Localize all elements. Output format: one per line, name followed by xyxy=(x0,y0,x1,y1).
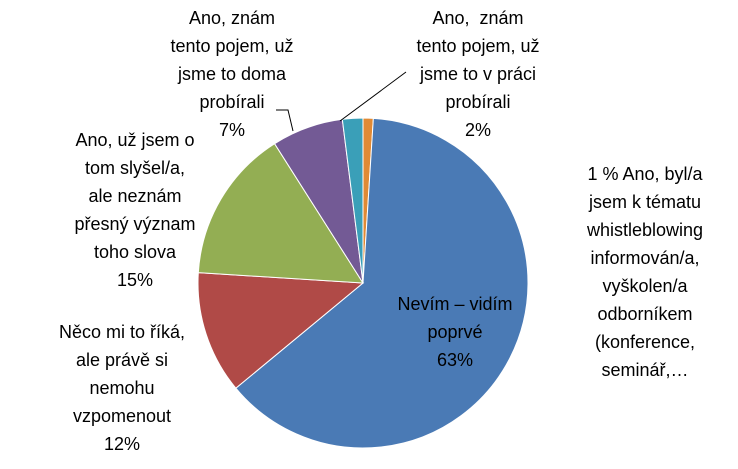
category-label: Ano, znám tento pojem, už jsme to doma p… xyxy=(170,8,294,112)
slice-label: Něco mi to říká, ale právě si nemohu vzp… xyxy=(59,318,185,458)
value-label: 7% xyxy=(218,120,246,140)
value-label: 2% xyxy=(464,120,492,140)
value-label: 12% xyxy=(103,434,141,454)
slice-label: 1 % Ano, byl/a jsem k tématu whistleblow… xyxy=(587,160,703,384)
pie-slice xyxy=(197,142,364,284)
category-label: Nevím – vidím poprvé xyxy=(397,294,513,342)
value-label: 15% xyxy=(116,270,154,290)
category-label: Ano, znám tento pojem, už jsme to v prác… xyxy=(416,8,540,112)
slice-label: Ano, znám tento pojem, už jsme to v prác… xyxy=(416,4,539,144)
slice-label: Ano, znám tento pojem, už jsme to doma p… xyxy=(170,4,293,144)
category-label: Ano, byl/a jsem k tématu whistleblowing … xyxy=(586,164,704,380)
pie-slice xyxy=(235,117,529,449)
value-label: 63% xyxy=(436,350,474,370)
slice-label: Ano, už jsem o tom slyšel/a, ale neznám … xyxy=(74,126,195,294)
category-label: Něco mi to říká, ale právě si nemohu vzp… xyxy=(58,322,186,426)
category-label: Ano, už jsem o tom slyšel/a, ale neznám … xyxy=(74,130,196,262)
slice-label: Nevím – vidím poprvé 63% xyxy=(397,290,512,374)
leader-line xyxy=(276,109,294,132)
pie-slice xyxy=(197,272,365,389)
value-label: 1 % xyxy=(587,164,619,184)
leader-line xyxy=(339,71,407,122)
